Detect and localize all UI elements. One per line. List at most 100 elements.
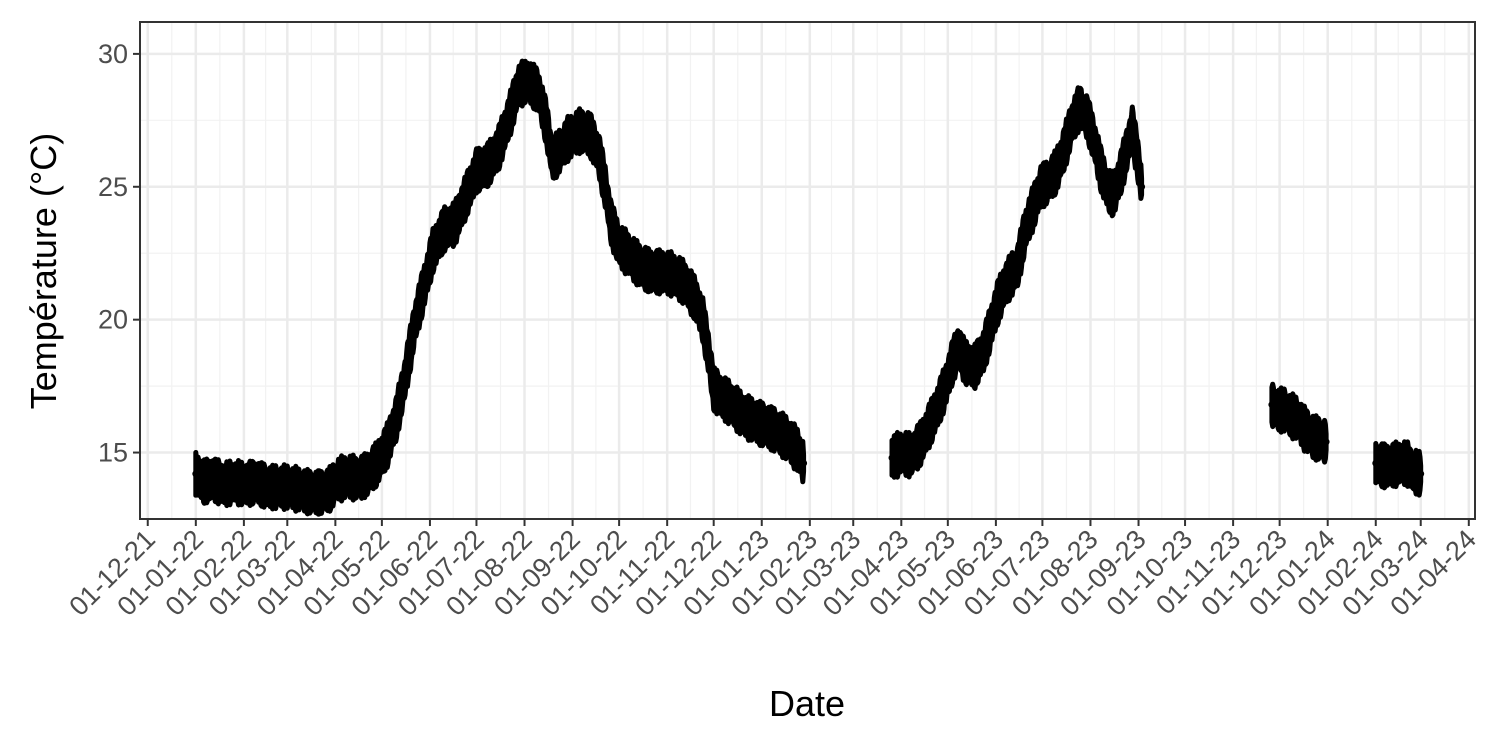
data-point (942, 380, 950, 387)
data-point (220, 480, 228, 488)
data-point (1116, 172, 1124, 180)
data-point (1322, 438, 1330, 446)
data-point (263, 483, 271, 491)
data-point (961, 358, 969, 366)
data-point (691, 294, 699, 302)
data-point (494, 146, 502, 154)
data-point (907, 451, 915, 459)
data-point (440, 225, 448, 233)
data-point (1104, 185, 1111, 193)
data-point (925, 422, 933, 430)
data-point (231, 478, 239, 486)
data-point (514, 82, 522, 90)
data-point (1110, 191, 1118, 199)
data-point (364, 470, 372, 478)
data-point (555, 148, 563, 156)
data-point (325, 486, 333, 494)
data-point (1316, 435, 1324, 443)
data-point (1122, 148, 1130, 156)
data-point (607, 220, 615, 228)
data-point (345, 473, 353, 480)
series-band (889, 85, 1145, 480)
data-point (739, 411, 747, 419)
data-point (888, 454, 896, 462)
data-point (949, 358, 956, 366)
data-point (252, 478, 260, 486)
data-point (1091, 140, 1099, 148)
data-point (705, 353, 713, 361)
data-point (1417, 470, 1425, 478)
y-axis-title: Température (°C) (23, 133, 64, 409)
data-point (595, 151, 603, 159)
data-point (200, 478, 208, 486)
data-point (1060, 146, 1068, 154)
data-point (373, 459, 381, 467)
data-point (1380, 462, 1387, 470)
data-point (241, 480, 249, 488)
data-point (355, 475, 363, 483)
data-point (987, 321, 995, 329)
data-point (1052, 167, 1060, 175)
series-band (1373, 439, 1424, 498)
y-tick-label: 25 (98, 172, 128, 202)
data-point (317, 488, 325, 496)
data-point (897, 449, 905, 457)
data-point (784, 435, 792, 443)
data-point (505, 114, 513, 122)
plot-panel (140, 22, 1475, 519)
series-segment (888, 85, 1146, 480)
data-point (993, 300, 1001, 308)
data-point (535, 87, 542, 95)
data-point (1006, 273, 1014, 281)
data-point (1133, 151, 1141, 159)
data-point (524, 77, 532, 84)
data-point (1300, 425, 1308, 433)
data-point (669, 271, 677, 278)
data-series (192, 58, 1425, 517)
data-point (575, 127, 583, 135)
data-point (773, 427, 781, 435)
y-tick-label: 20 (98, 305, 128, 335)
data-point (1372, 459, 1380, 467)
data-point (793, 446, 801, 454)
data-point (542, 119, 550, 127)
data-point (980, 348, 987, 356)
data-point (1287, 411, 1294, 419)
data-point (1409, 467, 1417, 475)
data-point (1029, 204, 1037, 212)
series-segment (1268, 381, 1330, 465)
data-point (970, 364, 978, 371)
data-point (1308, 433, 1316, 441)
y-axis: 15 20 25 30 (98, 39, 140, 468)
y-tick-label: 30 (98, 39, 128, 69)
data-point (1274, 406, 1282, 414)
data-point (209, 475, 217, 483)
data-point (762, 422, 770, 430)
data-point (750, 417, 758, 425)
data-point (296, 486, 304, 494)
data-point (955, 342, 963, 350)
data-point (1068, 119, 1076, 127)
data-point (1037, 183, 1045, 191)
data-point (1076, 103, 1084, 111)
series-band (1269, 381, 1329, 465)
data-point (1268, 401, 1276, 409)
data-point (1293, 414, 1301, 422)
data-point (1395, 459, 1403, 467)
data-point (1097, 167, 1105, 175)
data-point (1045, 178, 1053, 185)
data-point (473, 167, 480, 175)
data-point (335, 475, 342, 483)
data-point (586, 130, 594, 138)
data-point (680, 279, 688, 286)
data-point (1000, 284, 1008, 292)
data-point (1014, 263, 1022, 270)
data-point (615, 241, 623, 249)
data-point (307, 488, 315, 496)
data-point (1403, 459, 1411, 467)
data-point (429, 247, 437, 255)
data-point (916, 441, 924, 449)
data-point (1083, 114, 1091, 122)
data-point (728, 401, 736, 409)
data-point (710, 385, 718, 393)
